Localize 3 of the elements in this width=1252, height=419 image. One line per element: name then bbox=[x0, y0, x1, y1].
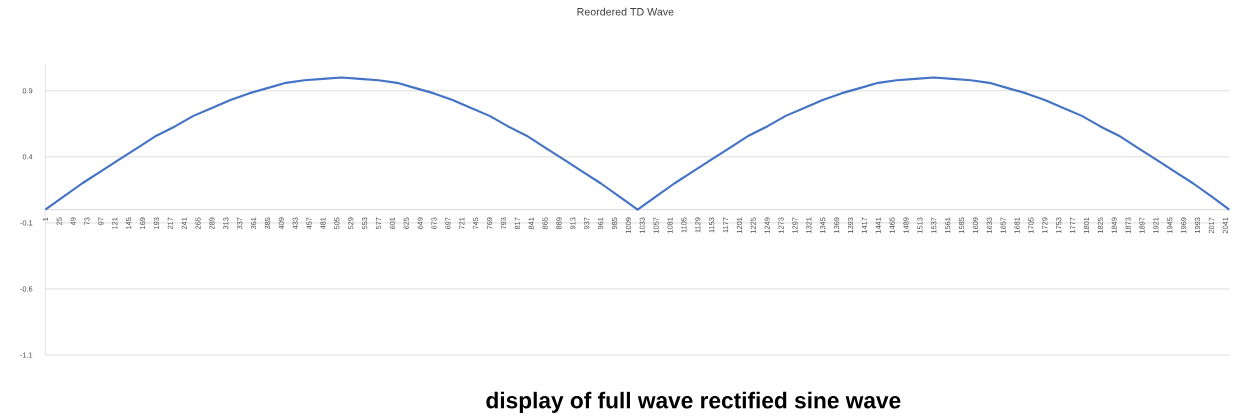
chart-title: Reordered TD Wave bbox=[577, 7, 674, 16]
line-series bbox=[44, 76, 1231, 211]
text: display of full wave rectified sine wave bbox=[486, 391, 901, 413]
